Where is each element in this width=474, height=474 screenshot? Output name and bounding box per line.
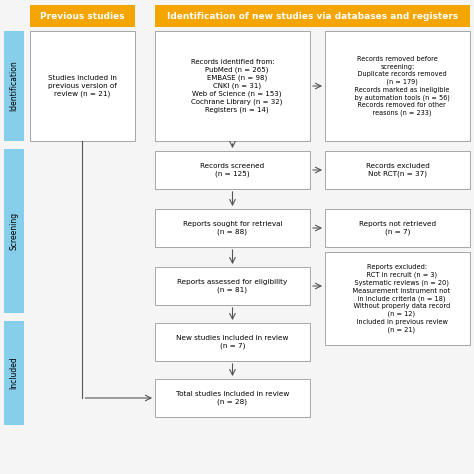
Text: Previous studies: Previous studies: [40, 11, 125, 20]
Bar: [155, 5, 470, 27]
Text: Records screened
(n = 125): Records screened (n = 125): [201, 163, 264, 177]
Text: Reports sought for retrieval
(n = 88): Reports sought for retrieval (n = 88): [183, 221, 282, 235]
Bar: [155, 209, 310, 247]
Bar: [155, 323, 310, 361]
Text: Total studies included in review
(n = 28): Total studies included in review (n = 28…: [176, 391, 289, 405]
Bar: [4, 149, 24, 313]
Bar: [4, 31, 24, 141]
Text: New studies included in review
(n = 7): New studies included in review (n = 7): [176, 335, 289, 349]
Text: Records identified from:
    PubMed (n = 265)
    EMBASE (n = 98)
    CNKI (n = : Records identified from: PubMed (n = 265…: [182, 59, 283, 113]
Bar: [4, 321, 24, 425]
Text: Screening: Screening: [9, 212, 18, 250]
Bar: [155, 379, 310, 417]
Bar: [325, 31, 470, 141]
Text: Reports assessed for eligibility
(n = 81): Reports assessed for eligibility (n = 81…: [177, 279, 288, 293]
Bar: [325, 252, 470, 345]
Bar: [325, 151, 470, 189]
Text: Identification of new studies via databases and registers: Identification of new studies via databa…: [167, 11, 458, 20]
Text: Included: Included: [9, 356, 18, 389]
Bar: [155, 151, 310, 189]
Text: Reports excluded:
    RCT in recruit (n = 3)
    Systematic reviews (n = 20)
   : Reports excluded: RCT in recruit (n = 3)…: [345, 264, 451, 333]
Bar: [155, 31, 310, 141]
Text: Reports not retrieved
(n = 7): Reports not retrieved (n = 7): [359, 221, 436, 235]
Text: Studies included in
previous version of
review (n = 21): Studies included in previous version of …: [48, 75, 117, 97]
Bar: [155, 267, 310, 305]
Bar: [325, 209, 470, 247]
Text: Records excluded
Not RCT(n = 37): Records excluded Not RCT(n = 37): [365, 163, 429, 177]
Text: Identification: Identification: [9, 61, 18, 111]
Bar: [30, 31, 135, 141]
Bar: [30, 5, 135, 27]
Text: Records removed before
screening:
    Duplicate records removed
    (n = 179)
  : Records removed before screening: Duplic…: [346, 56, 449, 116]
